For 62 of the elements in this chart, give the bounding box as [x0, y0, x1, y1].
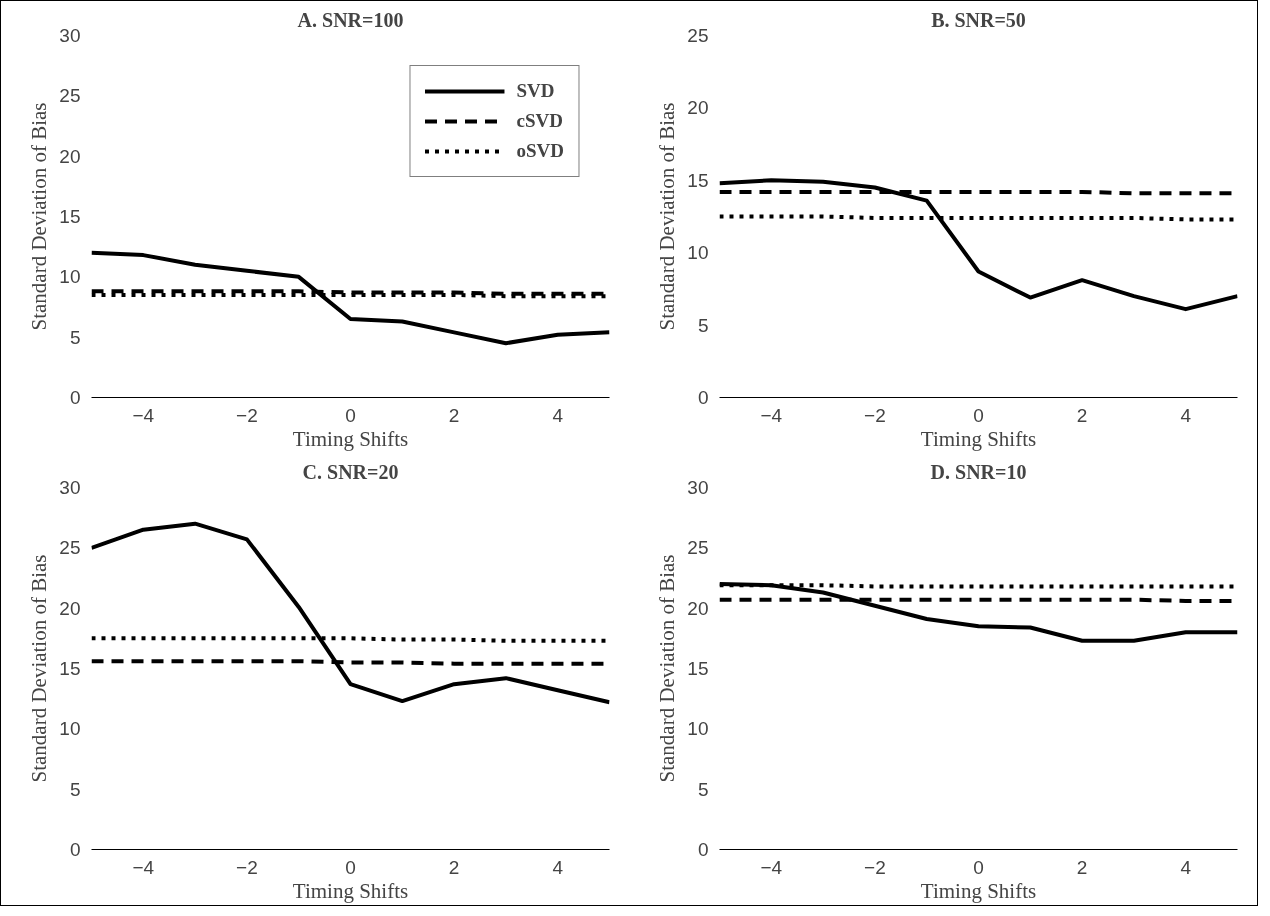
y-tick-label: 20: [687, 97, 709, 119]
x-tick-label: −2: [864, 404, 886, 426]
x-tick-label: 4: [552, 404, 564, 426]
y-tick-label: 0: [697, 387, 709, 408]
y-tick-label: 20: [59, 145, 81, 167]
y-tick-label: 25: [59, 537, 81, 559]
y-tick-label: 25: [59, 85, 81, 107]
x-tick-label: 2: [1076, 404, 1088, 426]
x-tick-label: 4: [552, 856, 564, 878]
y-tick-label: 0: [697, 839, 709, 860]
x-tick-label: 4: [1180, 856, 1192, 878]
x-tick-label: 0: [973, 404, 984, 426]
y-tick-label: 5: [69, 326, 81, 348]
y-axis-title: Standard Deviation of Bias: [655, 102, 680, 331]
y-tick-label: 15: [59, 206, 81, 227]
y-tick-label: 0: [69, 387, 81, 408]
legend-label: oSVD: [516, 140, 564, 162]
x-tick-label: 2: [448, 404, 460, 426]
y-tick-label: 15: [59, 658, 81, 679]
chart-title: D. SNR=10: [930, 460, 1027, 483]
y-tick-label: 25: [687, 537, 709, 559]
y-tick-label: 5: [697, 314, 709, 336]
x-axis-title: Timing Shifts: [920, 878, 1037, 903]
chart-title: B. SNR=50: [931, 8, 1026, 31]
y-tick-label: 30: [59, 25, 81, 46]
y-tick-label: 0: [69, 839, 81, 860]
x-tick-label: −4: [132, 404, 155, 426]
y-tick-label: 15: [687, 658, 709, 679]
x-axis-title: Timing Shifts: [292, 426, 409, 451]
x-tick-label: −2: [236, 856, 258, 878]
legend-label: SVD: [516, 80, 555, 102]
legend-label: cSVD: [516, 110, 563, 132]
x-tick-label: −2: [236, 404, 258, 426]
y-tick-label: 15: [687, 169, 709, 191]
y-axis-title: Standard Deviation of Bias: [27, 554, 52, 783]
y-tick-label: 5: [69, 778, 81, 800]
x-tick-label: 2: [448, 856, 460, 878]
x-tick-label: 2: [1076, 856, 1088, 878]
y-tick-label: 25: [687, 25, 709, 46]
x-tick-label: −2: [864, 856, 886, 878]
y-axis-title: Standard Deviation of Bias: [655, 554, 680, 783]
y-axis-title: Standard Deviation of Bias: [27, 102, 52, 331]
y-tick-label: 5: [697, 778, 709, 800]
y-tick-label: 30: [687, 477, 709, 498]
y-tick-label: 20: [59, 597, 81, 619]
x-tick-label: −4: [760, 404, 783, 426]
y-tick-label: 10: [59, 266, 81, 288]
y-tick-label: 10: [687, 242, 709, 264]
x-axis-title: Timing Shifts: [920, 426, 1037, 451]
x-axis-title: Timing Shifts: [292, 878, 409, 903]
y-tick-label: 20: [687, 597, 709, 619]
x-tick-label: 0: [345, 856, 356, 878]
y-tick-label: 10: [59, 718, 81, 740]
x-tick-label: −4: [760, 856, 783, 878]
y-tick-label: 10: [687, 718, 709, 740]
chart-title: C. SNR=20: [302, 460, 399, 483]
x-tick-label: 4: [1180, 404, 1192, 426]
x-tick-label: 0: [345, 404, 356, 426]
x-tick-label: 0: [973, 856, 984, 878]
x-tick-label: −4: [132, 856, 155, 878]
chart-title: A. SNR=100: [297, 8, 404, 31]
y-tick-label: 30: [59, 477, 81, 498]
